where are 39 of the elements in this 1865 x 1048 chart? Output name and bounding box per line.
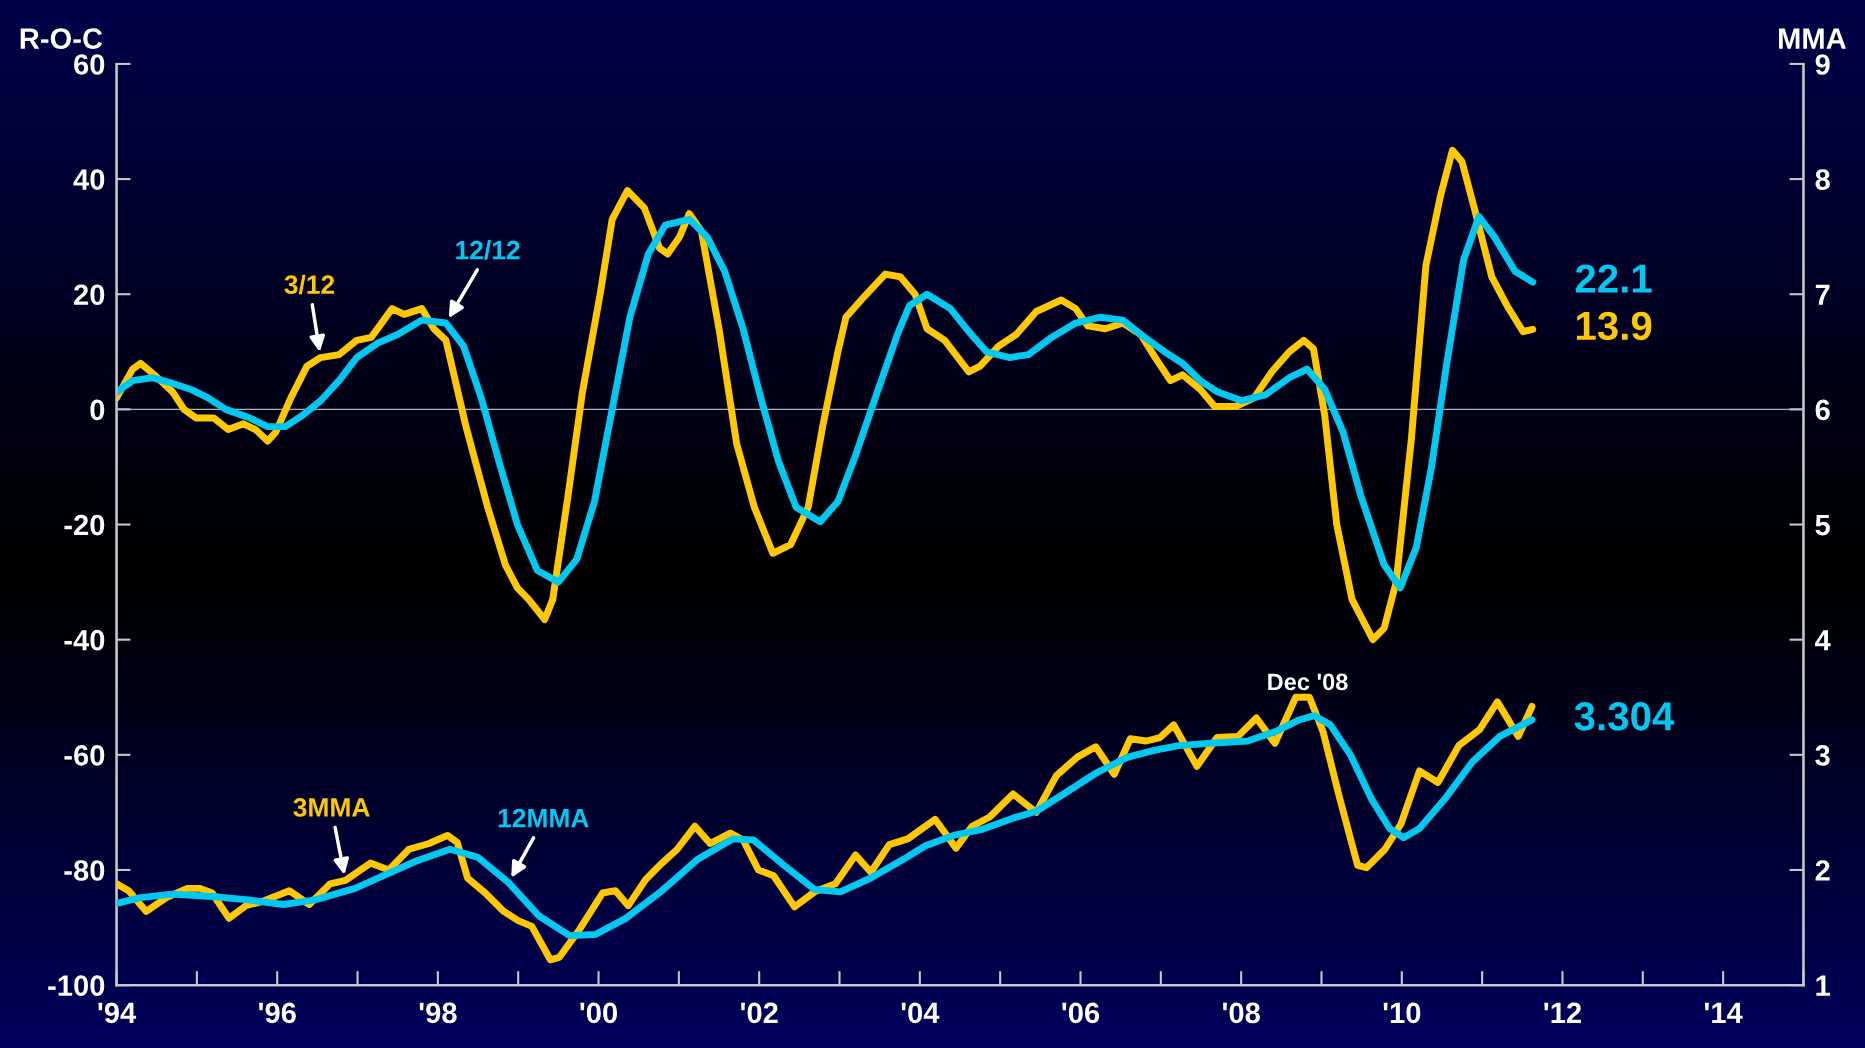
y2-tick-label: 1 xyxy=(1816,975,1830,996)
y2-axis-title: MMA xyxy=(1779,28,1846,49)
x-tick-label: '08 xyxy=(1223,1002,1260,1024)
series-label: 3MMA xyxy=(293,798,370,817)
y-tick-label: 40 xyxy=(73,169,105,190)
x-tick-label: '10 xyxy=(1383,1002,1421,1024)
data-label: 22.1 xyxy=(1575,264,1652,293)
x-tick-label: '96 xyxy=(259,1002,296,1024)
y2-tick-label: 6 xyxy=(1815,399,1830,421)
y2-tick-label: 5 xyxy=(1815,515,1830,536)
y2-tick-label: 9 xyxy=(1815,54,1830,75)
x-tick-label: '04 xyxy=(901,1002,940,1024)
y-tick-label: -80 xyxy=(64,860,105,881)
x-tick-label: '02 xyxy=(741,1002,778,1024)
series-label: 12MMA xyxy=(498,808,589,828)
x-tick-label: '00 xyxy=(580,1002,618,1024)
y2-tick-label: 7 xyxy=(1815,284,1830,305)
data-label: 13.9 xyxy=(1576,311,1652,341)
text: 12/12 xyxy=(456,240,520,260)
x-tick-label: '94 xyxy=(98,1002,137,1024)
y-tick-label: 20 xyxy=(74,284,105,306)
y-axis-title: R-O-C xyxy=(20,28,103,49)
y-tick-label: 0 xyxy=(90,399,105,421)
y-tick-label: -100 xyxy=(48,975,105,996)
y-tick-label: -40 xyxy=(64,629,105,651)
y2-tick-label: 2 xyxy=(1815,860,1830,881)
data-label: 3.304 xyxy=(1574,702,1675,731)
x-tick-label: '06 xyxy=(1062,1002,1100,1024)
x-tick-label: '12 xyxy=(1544,1002,1581,1023)
y-tick-label: 60 xyxy=(74,54,105,75)
y-tick-label: -20 xyxy=(64,514,105,536)
x-tick-label: '14 xyxy=(1704,1002,1743,1023)
y-tick-label: -60 xyxy=(64,745,105,766)
x-tick-label: '98 xyxy=(419,1002,457,1024)
annotation: Dec '08 xyxy=(1268,673,1348,691)
y2-tick-label: 4 xyxy=(1815,630,1831,651)
y2-tick-label: 3 xyxy=(1815,745,1830,766)
y2-tick-label: 8 xyxy=(1815,169,1830,190)
series-label: 3/12 xyxy=(284,274,335,295)
